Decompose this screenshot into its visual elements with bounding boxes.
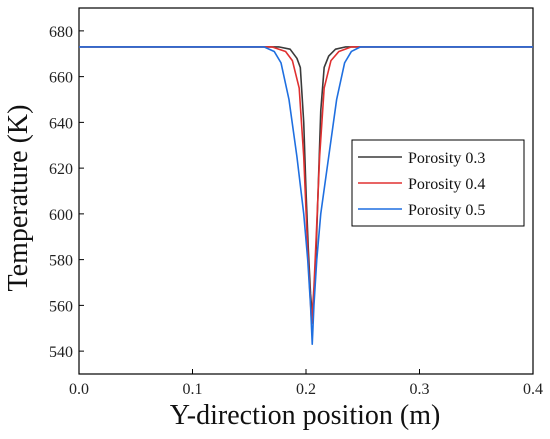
y-axis-ticks: 540 560 580 600 620 640 660 680 [49,24,84,361]
x-tick-label: 0.0 [69,381,89,398]
legend-label-1: Porosity 0.3 [408,150,485,167]
x-axis-ticks: 0.0 0.1 0.2 0.3 0.4 [69,369,543,398]
x-tick-label: 0.4 [523,381,543,398]
y-tick-label: 620 [49,161,73,178]
x-tick-label: 0.3 [410,381,430,398]
x-tick-label: 0.1 [183,381,203,398]
y-tick-label: 560 [49,298,73,315]
y-tick-label: 640 [49,115,73,132]
y-tick-label: 680 [49,24,73,41]
x-tick-label: 0.2 [296,381,316,398]
series-line-3 [79,46,533,346]
y-axis-title: Temperature (K) [3,105,34,292]
legend: Porosity 0.3 Porosity 0.4 Porosity 0.5 [351,139,525,227]
legend-label-3: Porosity 0.5 [408,202,485,219]
y-tick-label: 600 [49,207,73,224]
legend-label-2: Porosity 0.4 [408,176,485,193]
y-tick-label: 540 [49,344,73,361]
y-tick-label: 660 [49,70,73,87]
x-axis-title: Y-direction position (m) [170,400,441,431]
y-tick-label: 580 [49,253,73,270]
series-layer [79,46,533,346]
